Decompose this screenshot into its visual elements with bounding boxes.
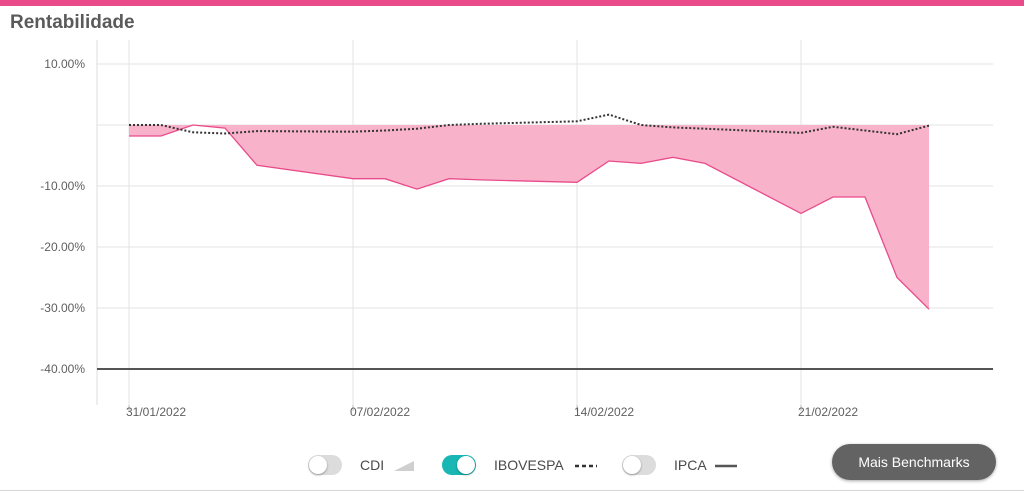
wedge-icon [394, 461, 414, 471]
series-line-ibovespa [129, 113, 930, 136]
toggle-ipca[interactable] [622, 455, 656, 475]
portfolio-area [129, 125, 929, 310]
legend-label-ipca: IPCA [674, 457, 707, 473]
y-tick-label: -30.00% [40, 301, 85, 315]
x-tick-label: 14/02/2022 [574, 405, 634, 419]
benchmark-legend: CDI IBOVESPA IPCA [0, 452, 1024, 478]
toggle-knob [457, 456, 475, 474]
x-tick-label: 21/02/2022 [798, 405, 858, 419]
dashed-line-icon [575, 464, 597, 468]
bottom-divider [0, 490, 1024, 491]
toggle-cdi[interactable] [308, 455, 342, 475]
y-tick-label: -10.00% [40, 179, 85, 193]
more-benchmarks-button[interactable]: Mais Benchmarks [832, 444, 996, 480]
y-tick-label: -20.00% [40, 240, 85, 254]
y-tick-label: -40.00% [40, 362, 85, 376]
x-tick-label: 07/02/2022 [350, 405, 410, 419]
legend-label-ibovespa: IBOVESPA [494, 457, 564, 473]
x-tick-label: 31/01/2022 [126, 405, 186, 419]
toggle-knob [623, 456, 641, 474]
page-title: Rentabilidade [10, 12, 135, 33]
top-accent-bar [0, 0, 1024, 6]
toggle-ibovespa[interactable] [442, 455, 476, 475]
legend-label-cdi: CDI [360, 457, 385, 473]
portfolio-line [129, 124, 930, 310]
solid-line-icon [715, 464, 737, 468]
y-tick-label: 10.00% [44, 57, 85, 71]
performance-chart: 10.00% -10.00% -20.00% -30.00% -40.00% 31/01/… [40, 40, 993, 419]
toggle-knob [309, 456, 327, 474]
